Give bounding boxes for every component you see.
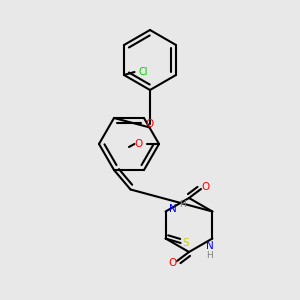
- Text: O: O: [168, 257, 177, 268]
- Text: Cl: Cl: [139, 67, 148, 77]
- Text: N: N: [206, 241, 213, 251]
- Text: O: O: [201, 182, 210, 193]
- Text: H: H: [179, 200, 185, 209]
- Text: O: O: [134, 139, 143, 149]
- Text: H: H: [206, 250, 213, 260]
- Text: O: O: [146, 119, 154, 130]
- Text: N: N: [169, 203, 177, 214]
- Text: S: S: [183, 238, 189, 248]
